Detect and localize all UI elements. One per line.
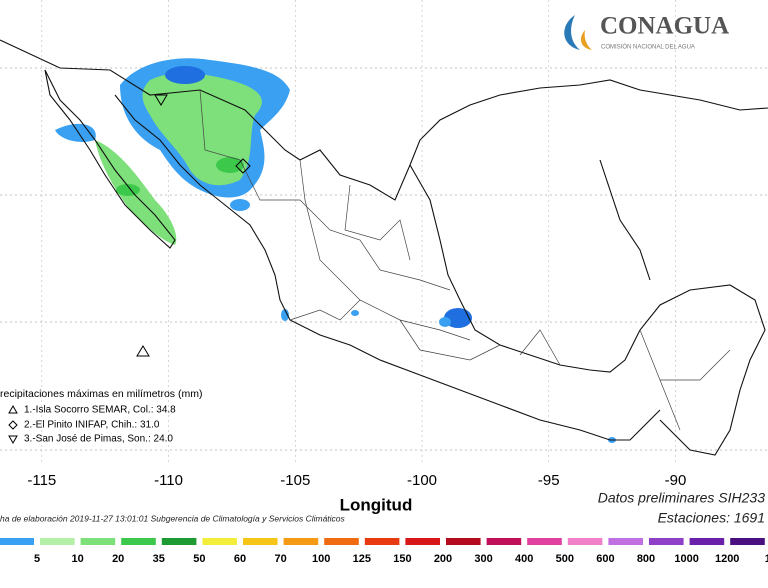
scale-swatch: [0, 538, 34, 545]
scale-swatch: [364, 538, 400, 545]
color-scale: 5510203550607010012515020030040050060080…: [0, 538, 768, 565]
symbol-pimas: [154, 94, 168, 106]
scale-swatch: [608, 538, 643, 545]
x-tick-label: -95: [538, 472, 560, 489]
scale-label: 5: [34, 553, 40, 565]
scale-swatch: [243, 538, 278, 545]
scale-label: 100: [312, 553, 330, 565]
x-tick-label: -105: [280, 472, 310, 489]
station-symbols: [136, 94, 251, 357]
scale-swatch: [202, 538, 237, 545]
scale-label: 70: [274, 553, 286, 565]
latitude-lines: [0, 67, 768, 451]
scale-label: 400: [515, 553, 533, 565]
scale-label: 60: [234, 553, 246, 565]
scale-label: 200: [434, 553, 452, 565]
footer-date: ha de elaboración 2019-11-27 13:01:01 Su…: [0, 513, 346, 523]
logo: CONAGUA COMISIÓN NACIONAL DEL AGUA: [564, 13, 729, 51]
logo-name: CONAGUA: [600, 13, 729, 40]
scale-label: 125: [353, 553, 371, 565]
scale-swatch: [446, 538, 481, 545]
scale-label: 50: [193, 553, 205, 565]
x-tick-label: -90: [665, 472, 687, 489]
stations: Estaciones: 1691: [658, 510, 765, 526]
scale-swatch: [121, 538, 156, 545]
x-tick-label: -100: [407, 472, 437, 489]
scale-label: 10: [71, 553, 83, 565]
scale-label: 150: [393, 553, 411, 565]
scale-swatch: [689, 538, 725, 545]
x-tick-label: -110: [154, 472, 183, 489]
scale-label: 1200: [715, 553, 739, 565]
scale-swatch: [80, 538, 116, 545]
scale-label: 800: [637, 553, 655, 565]
legend-title: recipitaciones máximas en milímetros (mm…: [0, 388, 202, 400]
scale-label: 1000: [674, 553, 698, 565]
scale-swatch: [161, 538, 197, 545]
scale-swatch: [649, 538, 684, 545]
scale-swatch: [730, 538, 765, 545]
scale-label: 300: [474, 553, 492, 565]
scale-swatch: [486, 538, 522, 545]
scale-swatch: [40, 538, 75, 545]
scale-label: 500: [556, 553, 574, 565]
scale-swatch: [283, 538, 319, 545]
rain: [55, 58, 616, 443]
scale-swatch: [405, 538, 440, 545]
legend-item: 1.-Isla Socorro SEMAR, Col.: 34.8: [24, 405, 176, 416]
scale-label: 1: [765, 553, 768, 565]
scale-swatch: [567, 538, 603, 545]
scale-label: 35: [153, 553, 165, 565]
data-note: Datos preliminares SIH233: [598, 490, 766, 506]
scale-swatch: [527, 538, 562, 545]
scale-swatch: [324, 538, 359, 545]
symbol-socorro: [136, 345, 150, 357]
state-borders: [199, 89, 731, 431]
scale-label: 20: [112, 553, 124, 565]
x-tick-label: -115: [27, 472, 56, 489]
x-axis-label: Longitud: [340, 495, 413, 514]
legend-item: 2.-El Pinito INIFAP, Chih.: 31.0: [24, 420, 160, 431]
legend-item: 3.-San José de Pimas, Son.: 24.0: [24, 434, 173, 445]
legend: recipitaciones máximas en milímetros (mm…: [0, 388, 202, 445]
symbol-pinito: [235, 158, 251, 174]
scale-label: 600: [596, 553, 614, 565]
x-axis: -115 -110 -105 -100 -95 -90: [27, 472, 686, 489]
logo-subtitle: COMISIÓN NACIONAL DEL AGUA: [601, 44, 695, 51]
